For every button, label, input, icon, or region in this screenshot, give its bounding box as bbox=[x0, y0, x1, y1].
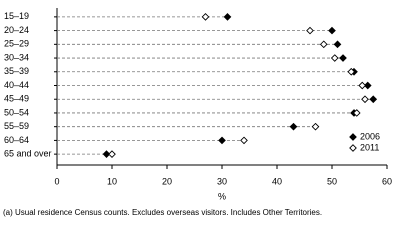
dot-marker bbox=[339, 54, 347, 62]
legend-label: 2006 bbox=[360, 131, 380, 141]
dot-marker bbox=[306, 26, 314, 35]
y-tick-label: 30–34 bbox=[4, 52, 29, 62]
y-tick-label: 45–49 bbox=[4, 94, 29, 104]
y-tick-label: 40–44 bbox=[4, 80, 29, 90]
dot-marker bbox=[319, 40, 328, 49]
y-tick-label: 60–64 bbox=[4, 135, 29, 145]
chart: (a) Usual residence Census counts. Exclu… bbox=[3, 8, 392, 217]
y-tick-label: 35–39 bbox=[4, 66, 29, 76]
x-tick-label: 20 bbox=[162, 176, 172, 186]
dot-marker bbox=[289, 122, 298, 131]
y-tick-label: 55–59 bbox=[4, 121, 29, 131]
dot-marker bbox=[333, 40, 342, 49]
dot-marker bbox=[347, 67, 356, 76]
dot-marker bbox=[361, 95, 369, 104]
x-tick-label: 30 bbox=[217, 176, 227, 186]
dot-marker bbox=[328, 26, 336, 35]
dot-marker bbox=[102, 150, 111, 158]
x-tick-label: 0 bbox=[54, 176, 59, 186]
x-tick-label: 60 bbox=[382, 176, 392, 186]
legend-marker bbox=[349, 144, 357, 152]
legend-label: 2011 bbox=[360, 142, 379, 152]
x-tick-label: 40 bbox=[272, 176, 282, 186]
dot-marker bbox=[330, 54, 339, 62]
dot-marker bbox=[240, 136, 248, 145]
y-tick-label: 20–24 bbox=[4, 25, 29, 35]
y-tick-label: 65 and over bbox=[4, 149, 52, 159]
footnote: (a) Usual residence Census counts. Exclu… bbox=[3, 208, 322, 217]
y-tick-label: 50–54 bbox=[4, 107, 29, 117]
x-tick-label: 10 bbox=[107, 176, 117, 186]
dot-marker bbox=[311, 122, 320, 131]
dot-marker bbox=[201, 13, 210, 21]
dot-marker bbox=[363, 81, 372, 90]
dot-marker bbox=[352, 109, 361, 117]
dot-marker bbox=[218, 136, 226, 145]
y-tick-label: 25–29 bbox=[4, 39, 29, 49]
dot-marker bbox=[369, 95, 378, 104]
y-tick-label: 15–19 bbox=[4, 11, 29, 21]
dot-marker bbox=[358, 81, 367, 90]
dot-marker bbox=[223, 13, 232, 21]
dot-marker bbox=[108, 150, 116, 158]
x-tick-label: 50 bbox=[327, 176, 337, 186]
legend-marker bbox=[349, 133, 357, 141]
x-axis-label: % bbox=[218, 191, 226, 201]
